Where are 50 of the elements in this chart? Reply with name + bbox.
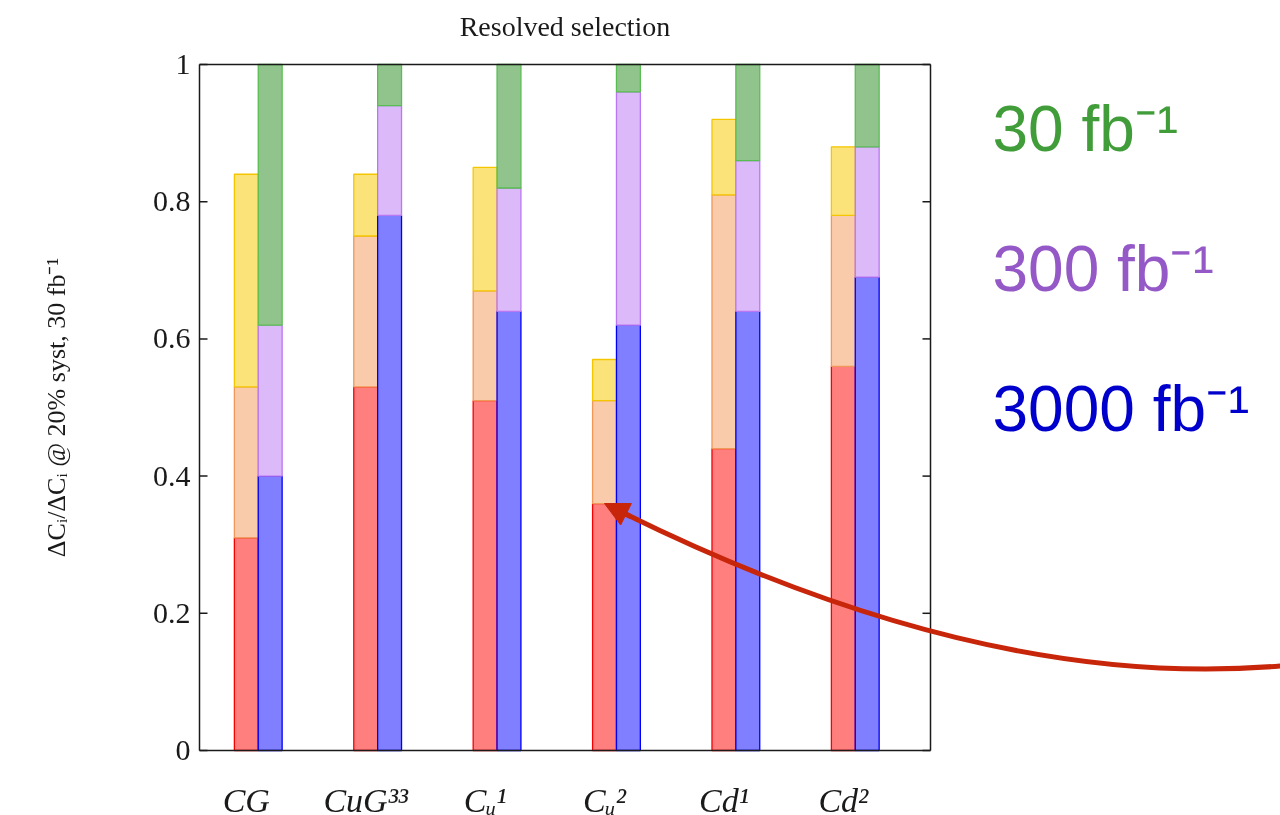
bar xyxy=(854,146,880,278)
bar xyxy=(257,475,283,752)
bar xyxy=(353,173,379,237)
bar xyxy=(830,214,856,367)
bar xyxy=(233,386,259,539)
x-tick-label: CG xyxy=(222,782,270,815)
bar xyxy=(377,105,403,217)
bar xyxy=(377,63,403,107)
bar xyxy=(615,63,641,93)
bar xyxy=(353,235,379,388)
y-tick-label: 0.8 xyxy=(153,184,191,218)
bar xyxy=(353,386,379,752)
bar xyxy=(854,276,880,752)
y-tick-label: 0.6 xyxy=(153,321,191,355)
bar xyxy=(233,173,259,388)
bar xyxy=(735,63,761,162)
bar xyxy=(591,358,618,402)
bar xyxy=(615,91,641,326)
bar xyxy=(472,166,498,292)
bar xyxy=(711,118,737,196)
bar xyxy=(496,310,522,752)
chart-title: Resolved selection xyxy=(459,11,671,42)
bar xyxy=(830,146,856,217)
bar xyxy=(472,290,498,402)
bar xyxy=(257,63,283,326)
bar xyxy=(711,194,737,450)
x-tick-label: Cd¹ xyxy=(698,782,749,815)
y-tick-label: 0.4 xyxy=(153,458,191,492)
bar xyxy=(830,365,856,752)
x-tick-label: Cᵤ¹ xyxy=(463,782,507,815)
bar xyxy=(257,324,283,477)
bar xyxy=(496,187,522,313)
y-tick-label: 0 xyxy=(175,733,191,766)
bar xyxy=(735,159,761,313)
bar xyxy=(711,448,737,752)
bar xyxy=(377,214,403,752)
x-tick-label: Cᵤ² xyxy=(583,782,627,815)
y-axis-title: ΔCᵢ/ΔCᵢ @ 20% syst, 30 fb⁻¹ xyxy=(42,257,71,558)
series-label: 30 fb⁻¹ xyxy=(992,92,1179,165)
bar xyxy=(496,63,522,189)
x-tick-label: CuG³³ xyxy=(323,782,409,815)
series-label: 300 fb⁻¹ xyxy=(992,232,1214,305)
series-label: 3000 fb⁻¹ xyxy=(992,372,1250,445)
bar xyxy=(735,310,761,752)
bar xyxy=(472,399,498,752)
y-tick-label: 0.2 xyxy=(153,595,191,629)
bar xyxy=(854,63,880,148)
bar xyxy=(233,537,259,752)
y-tick-label: 1 xyxy=(175,47,191,80)
x-tick-label: Cd² xyxy=(818,782,870,815)
